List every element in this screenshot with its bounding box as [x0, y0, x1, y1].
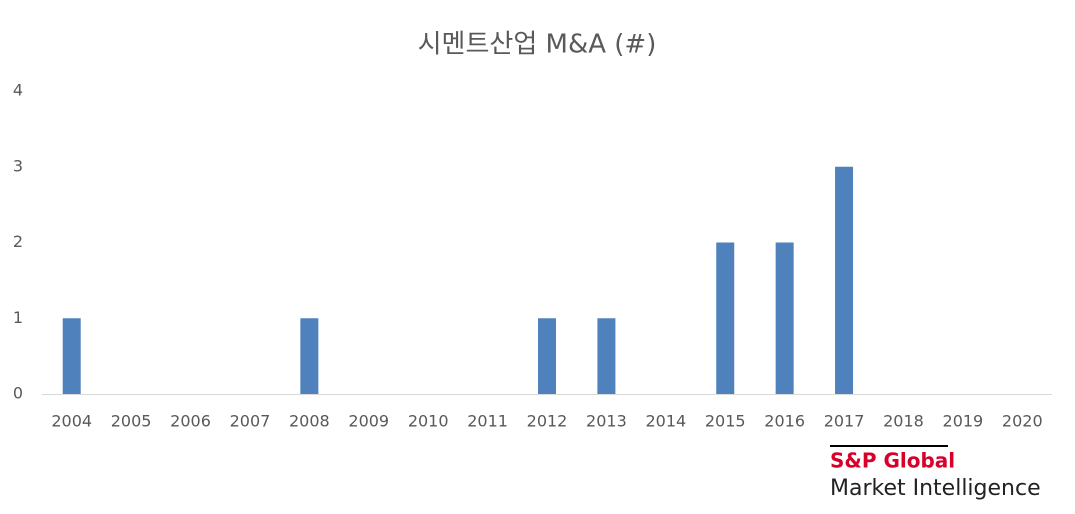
bar [775, 242, 794, 394]
x-tick-label: 2011 [467, 412, 508, 431]
bar [597, 318, 616, 394]
bar [716, 242, 735, 394]
x-tick-label: 2014 [645, 412, 686, 431]
x-tick-label: 2007 [230, 412, 271, 431]
x-tick-label: 2017 [824, 412, 865, 431]
x-tick-label: 2010 [408, 412, 449, 431]
x-tick-label: 2020 [1002, 412, 1043, 431]
bar [300, 318, 319, 394]
bar [538, 318, 556, 394]
y-tick-label: 2 [13, 232, 23, 251]
x-tick-label: 2013 [586, 412, 627, 431]
chart-title: 시멘트산업 M&A (#) [418, 30, 657, 60]
y-tick-label: 1 [13, 308, 23, 327]
x-tick-label: 2018 [883, 412, 924, 431]
y-tick-label: 4 [13, 81, 23, 100]
y-tick-label: 0 [13, 384, 23, 403]
logo-brand: S&P Global [830, 449, 955, 473]
x-tick-label: 2016 [764, 412, 805, 431]
logo-tagline: Market Intelligence [830, 476, 1041, 501]
x-tick-label: 2006 [170, 412, 211, 431]
x-tick-label: 2008 [289, 412, 330, 431]
bar [835, 166, 854, 394]
x-tick-label: 2009 [348, 412, 389, 431]
bar [62, 318, 81, 394]
x-tick-label: 2012 [527, 412, 568, 431]
x-tick-label: 2019 [943, 412, 984, 431]
x-tick-label: 2005 [111, 412, 152, 431]
x-tick-label: 2004 [51, 412, 92, 431]
x-tick-label: 2015 [705, 412, 746, 431]
y-tick-label: 3 [13, 156, 23, 175]
